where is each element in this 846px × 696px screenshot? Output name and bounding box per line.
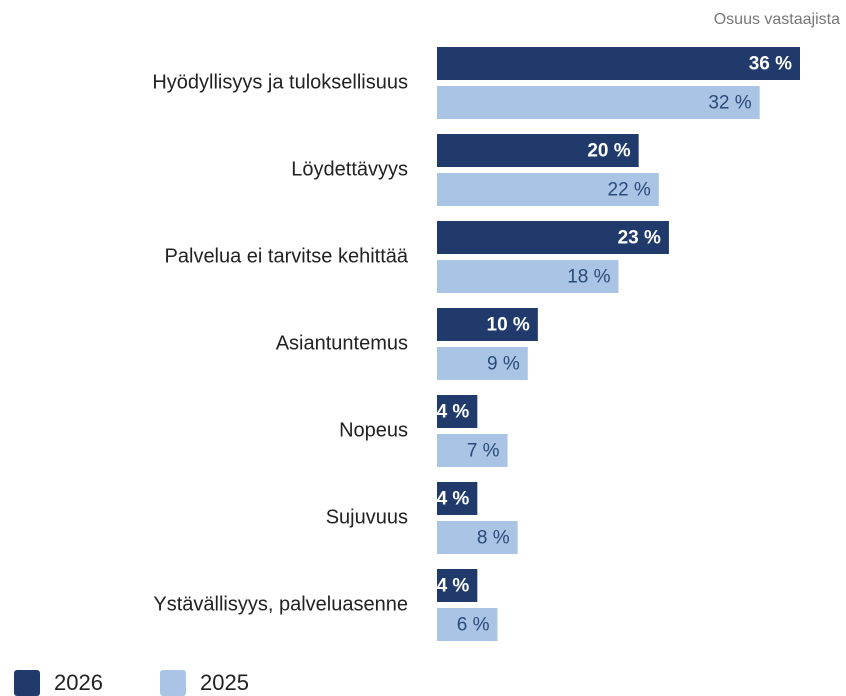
bar xyxy=(437,221,669,254)
bar xyxy=(437,134,639,167)
value-label: 18 % xyxy=(567,267,610,288)
value-label: 4 % xyxy=(437,402,470,423)
bar xyxy=(437,347,528,380)
legend-swatch xyxy=(14,670,40,696)
category-label: Löydettävyys xyxy=(291,158,408,180)
bar xyxy=(437,308,538,341)
bar xyxy=(437,86,760,119)
value-label: 20 % xyxy=(587,141,630,162)
bar xyxy=(437,608,498,641)
value-label: 8 % xyxy=(477,528,510,549)
bar xyxy=(437,260,619,293)
bar xyxy=(437,521,518,554)
category-label: Ystävällisyys, palveluasenne xyxy=(153,593,408,615)
value-label: 23 % xyxy=(618,228,661,249)
category-label: Sujuvuus xyxy=(326,506,408,528)
legend-label: 2026 xyxy=(54,670,103,695)
value-label: 4 % xyxy=(437,489,470,510)
bar xyxy=(437,434,508,467)
value-label: 10 % xyxy=(487,315,530,336)
category-label: Palvelua ei tarvitse kehittää xyxy=(165,245,409,267)
category-label: Asiantuntemus xyxy=(276,332,408,354)
category-label: Nopeus xyxy=(339,419,408,441)
legend-label: 2025 xyxy=(200,670,249,695)
value-label: 36 % xyxy=(749,54,792,75)
category-label: Hyödyllisyys ja tuloksellisuus xyxy=(152,71,408,93)
value-label: 7 % xyxy=(467,441,500,462)
value-label: 32 % xyxy=(708,93,751,114)
bar xyxy=(437,47,800,80)
bar xyxy=(437,173,659,206)
value-label: 6 % xyxy=(457,615,490,636)
bar xyxy=(437,569,478,602)
subtitle: Osuus vastaajista xyxy=(714,11,840,28)
legend-swatch xyxy=(160,670,186,696)
bar xyxy=(437,395,478,428)
bar xyxy=(437,482,478,515)
value-label: 4 % xyxy=(437,576,470,597)
value-label: 9 % xyxy=(487,354,520,375)
value-label: 22 % xyxy=(608,180,651,201)
